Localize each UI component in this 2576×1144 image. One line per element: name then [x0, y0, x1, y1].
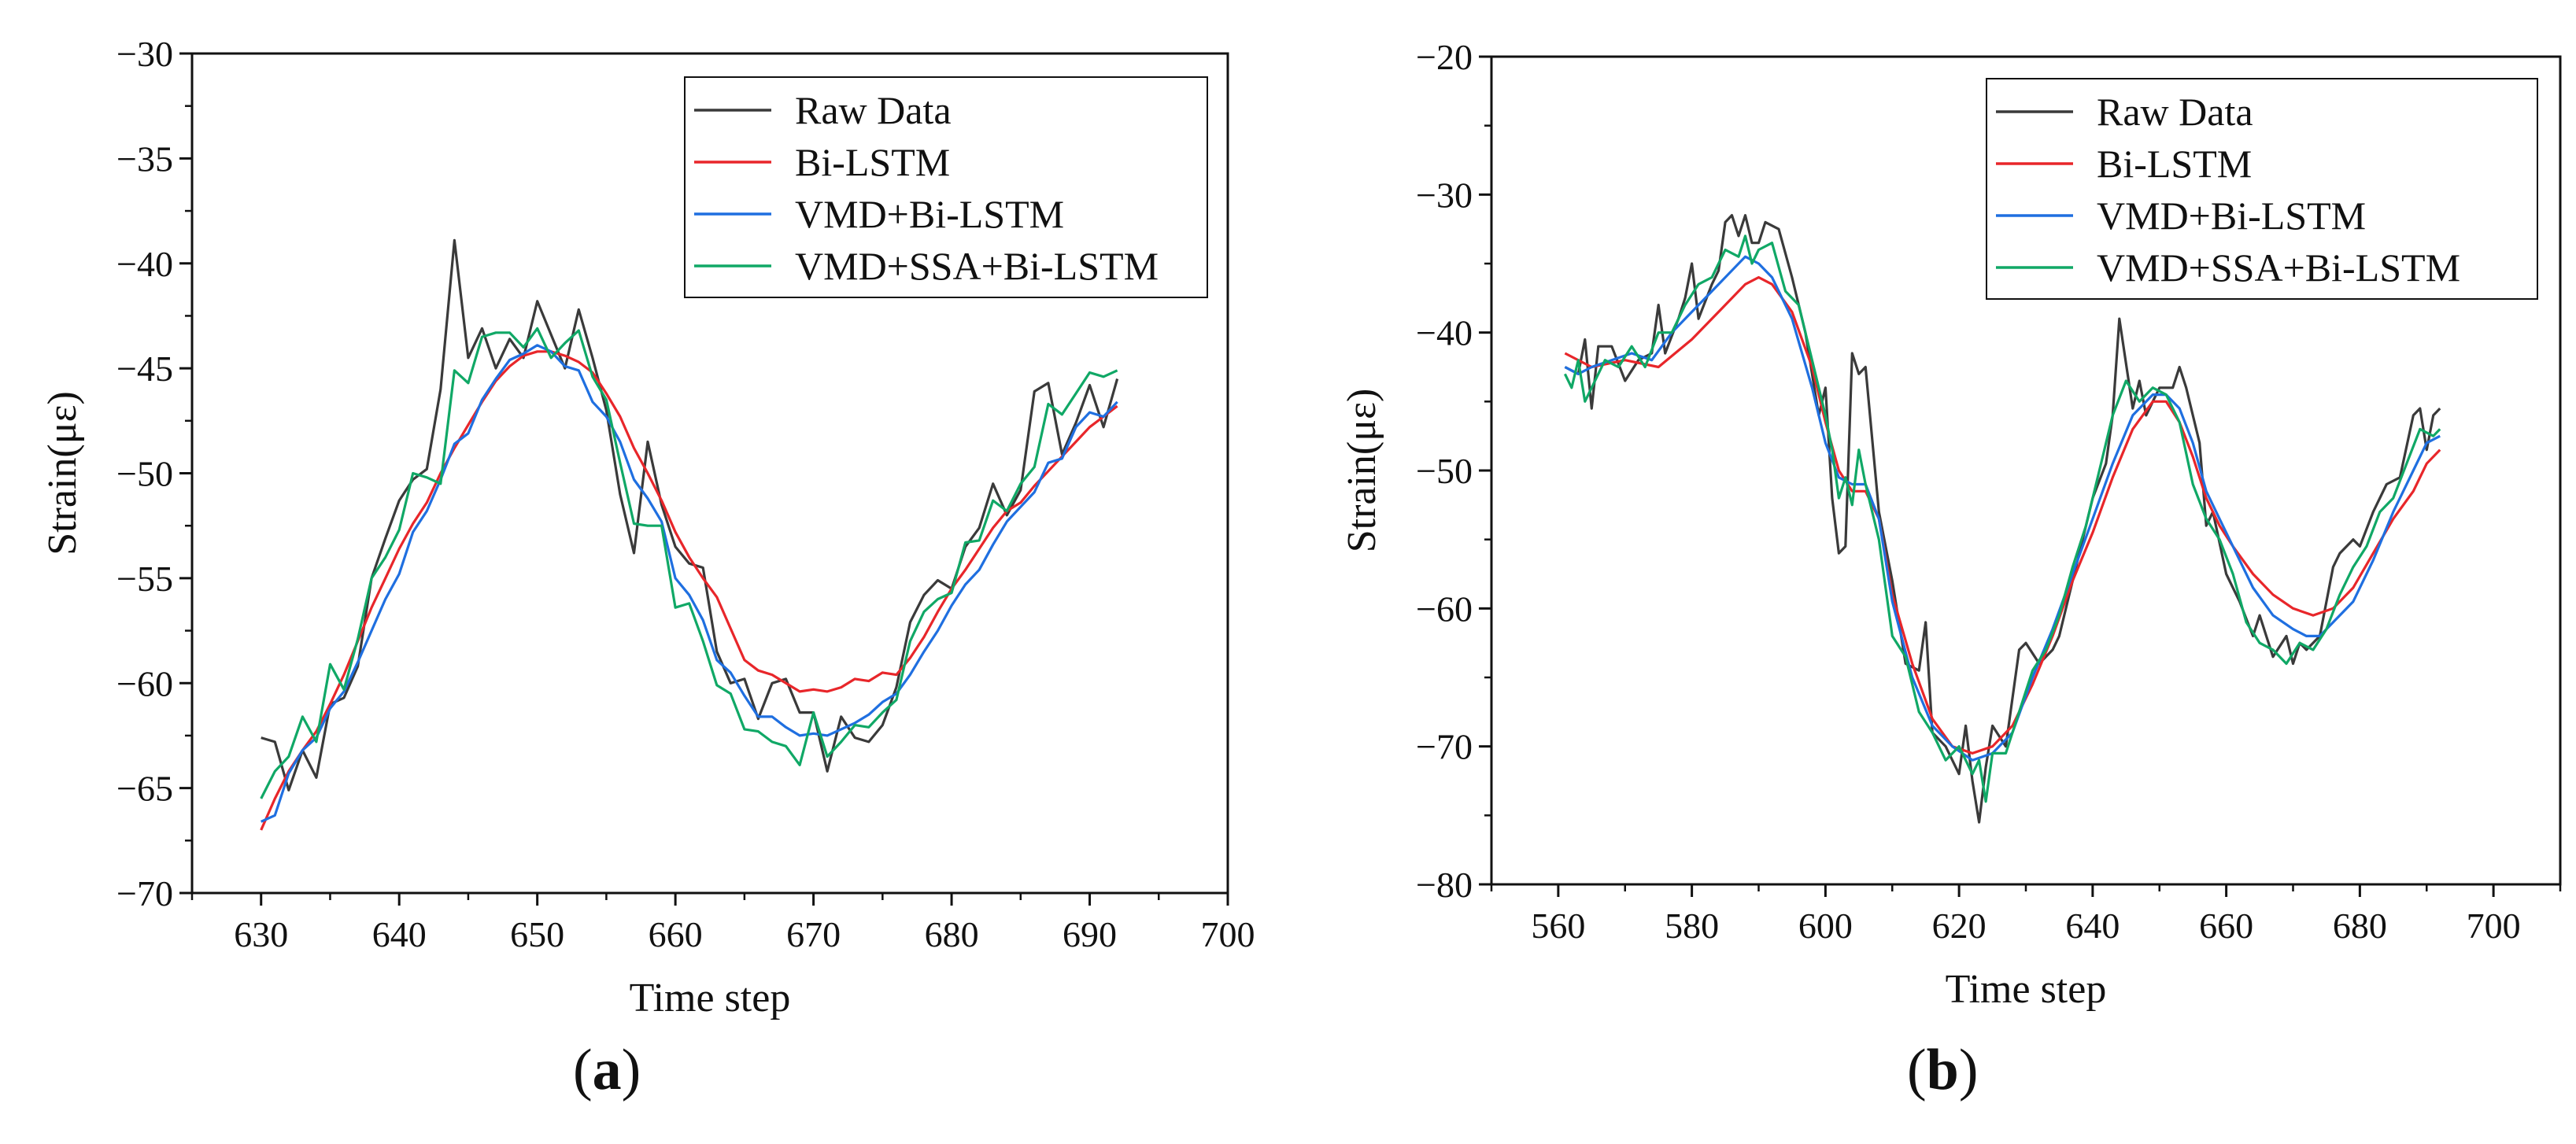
x-tick-label: 600	[1798, 906, 1853, 946]
chart-a: 630 640 650 660 670 680 690 700 −30 −35 −40 −45 −50 −…	[40, 34, 1255, 1020]
y-tick-label: −70	[116, 873, 173, 913]
y-tick-label: −35	[116, 138, 173, 179]
x-tick-label: 640	[2065, 906, 2120, 946]
x-tick-label: 620	[1932, 906, 1987, 946]
y-tick-label: −30	[116, 34, 173, 74]
x-axis-title: Time step	[630, 976, 791, 1020]
legend-label: Bi-LSTM	[2097, 142, 2252, 186]
x-tick-label: 690	[1063, 914, 1117, 954]
panel-a: 630 640 650 660 670 680 690 700 −30 −35 −40 −45 −50 −…	[40, 34, 1255, 1102]
caption-a-letter: a	[592, 1038, 622, 1102]
legend-label: VMD+Bi-LSTM	[2097, 194, 2366, 238]
x-tick-label: 680	[925, 914, 979, 954]
y-tick-label: −30	[1416, 175, 1473, 215]
panel-b: 560 580 600 620 640 660 680 700 −20 −30 −40 −50 −60 −…	[1288, 0, 2576, 1144]
x-tick-label: 670	[786, 914, 841, 954]
legend: Raw Data Bi-LSTM VMD+Bi-LSTM VMD+SSA+Bi-LST…	[684, 76, 1208, 298]
legend-label: Bi-LSTM	[795, 140, 950, 184]
series-line-raw-data	[261, 238, 1119, 792]
series-line-vmd-bi-lstm	[261, 344, 1118, 823]
legend-label: Raw Data	[2097, 90, 2253, 134]
legend-label: VMD+SSA+Bi-LSTM	[2097, 245, 2460, 290]
y-tick-label: −40	[116, 244, 173, 284]
series-line-vmd-ssa-bi-lstm	[260, 327, 1118, 799]
legend-box	[1986, 78, 2538, 300]
y-tick-label: −20	[1416, 37, 1473, 77]
x-tick-label: 660	[2199, 906, 2253, 946]
legend: Raw Data Bi-LSTM VMD+Bi-LSTM VMD+SSA+Bi-LST…	[1986, 78, 2538, 300]
caption-b: (b)	[1907, 1038, 1979, 1102]
y-tick-label: −60	[116, 663, 173, 703]
series-line-vmd-bi-lstm	[1564, 255, 2441, 762]
y-tick-label: −55	[116, 559, 173, 599]
y-tick-label: −60	[1416, 589, 1473, 629]
caption-a: (a)	[573, 1038, 641, 1102]
x-tick-label: 660	[649, 914, 703, 954]
y-tick-label: −70	[1416, 727, 1473, 767]
x-tick-label: 650	[510, 914, 564, 954]
x-tick-label: 630	[234, 914, 288, 954]
x-tick-label: 680	[2333, 906, 2387, 946]
y-tick-label: −50	[1416, 451, 1473, 491]
caption-b-letter: b	[1926, 1038, 1959, 1102]
legend-box	[684, 76, 1208, 298]
y-tick-label: −50	[116, 454, 173, 494]
series-line-bi-lstm	[260, 350, 1118, 831]
y-tick-label: −80	[1416, 865, 1473, 905]
legend-label: VMD+Bi-LSTM	[795, 192, 1064, 236]
chart-b: 560 580 600 620 640 660 680 700 −20 −30 −40 −50 −60 −…	[1340, 37, 2562, 1012]
x-tick-label: 560	[1531, 906, 1585, 946]
y-tick-label: −45	[116, 349, 173, 389]
legend-label: Raw Data	[795, 88, 952, 132]
y-axis-title: Strain(με)	[1340, 389, 1384, 553]
y-tick-label: −40	[1416, 313, 1473, 353]
legend-label: VMD+SSA+Bi-LSTM	[795, 244, 1159, 288]
x-tick-label: 580	[1665, 906, 1719, 946]
y-tick-label: −65	[116, 769, 173, 809]
series-line-vmd-ssa-bi-lstm	[1563, 234, 2441, 803]
x-tick-label: 640	[372, 914, 427, 954]
x-tick-label: 700	[1201, 914, 1255, 954]
y-axis-title: Strain(με)	[40, 391, 85, 555]
x-axis-title: Time step	[1946, 967, 2107, 1012]
x-tick-label: 700	[2467, 906, 2521, 946]
series-line-bi-lstm	[1564, 275, 2441, 755]
